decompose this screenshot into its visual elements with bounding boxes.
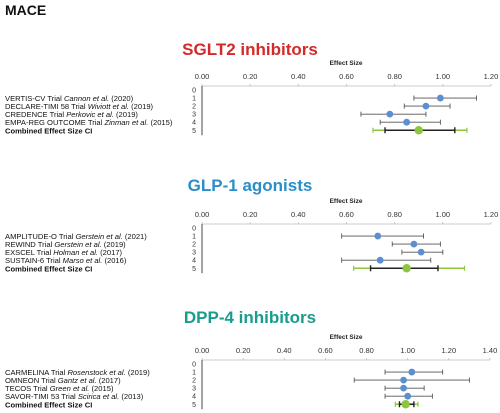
y-tick-label: 3 <box>192 386 196 393</box>
chart-title: DPP-4 inhibitors <box>184 308 316 327</box>
x-tick-label: 0.80 <box>387 72 402 81</box>
y-tick-label: 0 <box>192 362 196 369</box>
study-point <box>404 392 412 400</box>
study-point <box>436 94 444 102</box>
study-point <box>400 384 407 392</box>
chart-title: SGLT2 inhibitors <box>182 40 318 59</box>
x-tick-label: 0.60 <box>339 72 354 81</box>
combined-point <box>402 264 411 273</box>
study-point <box>374 232 382 240</box>
combined-label: Combined Effect Size CI <box>5 264 92 273</box>
y-tick-label: 2 <box>192 378 196 385</box>
y-tick-label: 5 <box>192 128 196 135</box>
x-axis-label: Effect Size <box>330 60 363 67</box>
x-tick-label: 0.60 <box>318 346 333 355</box>
y-tick-label: 2 <box>192 242 196 249</box>
x-tick-label: 1.20 <box>484 210 499 219</box>
study-label: CREDENCE Trial Perkovic et al. (2019) <box>5 110 138 119</box>
y-tick-label: 5 <box>192 402 196 409</box>
x-tick-label: 0.80 <box>387 210 402 219</box>
x-axis-label: Effect Size <box>330 198 363 205</box>
forest-panel-2: GLP-1 agonists Effect Size 0.00 0.20 0.40 0.6… <box>5 176 499 274</box>
x-tick-label: 1.40 <box>483 346 498 355</box>
x-tick-label: 1.20 <box>442 346 457 355</box>
y-tick-label: 4 <box>192 394 196 401</box>
study-label: AMPLITUDE-O Trial Gerstein et al. (2021) <box>5 232 147 241</box>
combined-point <box>401 400 410 409</box>
y-tick-label: 1 <box>192 234 196 241</box>
x-tick-label: 0.20 <box>243 210 258 219</box>
study-point <box>417 248 425 256</box>
x-tick-label: 0.20 <box>243 72 258 81</box>
x-tick-label: 1.20 <box>484 72 499 81</box>
y-tick-label: 1 <box>192 370 196 377</box>
study-label: VERTIS-CV Trial Cannon et al. (2020) <box>5 94 134 103</box>
study-point <box>410 240 418 248</box>
study-label: EMPA-REG OUTCOME Trial Zinman et al. (20… <box>5 118 173 127</box>
y-tick-label: 5 <box>192 266 196 273</box>
y-tick-label: 2 <box>192 104 196 111</box>
study-point <box>403 118 411 126</box>
combined-label: Combined Effect Size CI <box>5 126 92 135</box>
x-axis-label: Effect Size <box>330 334 363 341</box>
study-label: EXSCEL Trial Holman et al. (2017) <box>5 248 123 257</box>
x-tick-label: 0.80 <box>359 346 374 355</box>
combined-label: Combined Effect Size CI <box>5 400 92 409</box>
x-tick-label: 1.00 <box>400 346 415 355</box>
study-point <box>376 256 384 264</box>
y-tick-label: 4 <box>192 120 196 127</box>
x-tick-label: 0.00 <box>195 210 210 219</box>
study-label: REWIND Trial Gerstein et al. (2019) <box>5 240 126 249</box>
x-tick-label: 0.00 <box>195 72 210 81</box>
x-tick-label: 0.60 <box>339 210 354 219</box>
study-label: TECOS Trial Green et al. (2015) <box>5 384 114 393</box>
y-tick-label: 4 <box>192 258 196 265</box>
x-tick-label: 0.40 <box>291 72 306 81</box>
study-label: SUSTAIN-6 Trial Marso et al. (2016) <box>5 256 127 265</box>
y-tick-label: 0 <box>192 88 196 95</box>
x-tick-label: 0.40 <box>291 210 306 219</box>
forest-panel-1: SGLT2 inhibitors Effect Size 0.00 0.20 0.40 0… <box>5 40 499 136</box>
study-point <box>408 368 416 376</box>
x-tick-label: 0.00 <box>195 346 210 355</box>
study-label: SAVOR-TIMI 53 Trial Scirica et al. (2013… <box>5 392 144 401</box>
y-tick-label: 1 <box>192 96 196 103</box>
x-tick-label: 0.20 <box>236 346 251 355</box>
page-title: MACE <box>5 2 47 18</box>
study-point <box>400 376 407 384</box>
study-label: DECLARE-TIMI 58 Trial Wiviott et al. (20… <box>5 102 154 111</box>
study-point <box>386 110 394 118</box>
combined-point <box>414 126 423 135</box>
chart-title: GLP-1 agonists <box>188 176 313 195</box>
x-tick-label: 0.40 <box>277 346 292 355</box>
forest-panel-3: DPP-4 inhibitors Effect Size 0.00 0.20 0.40 0… <box>5 308 498 410</box>
y-tick-label: 3 <box>192 112 196 119</box>
study-label: CARMELINA Trial Rosenstock et al. (2019) <box>5 368 150 377</box>
y-tick-label: 0 <box>192 226 196 233</box>
x-tick-label: 1.00 <box>435 210 450 219</box>
study-label: OMNEON Trial Gantz et al. (2017) <box>5 376 121 385</box>
y-tick-label: 3 <box>192 250 196 257</box>
x-tick-label: 1.00 <box>435 72 450 81</box>
study-point <box>422 102 430 110</box>
